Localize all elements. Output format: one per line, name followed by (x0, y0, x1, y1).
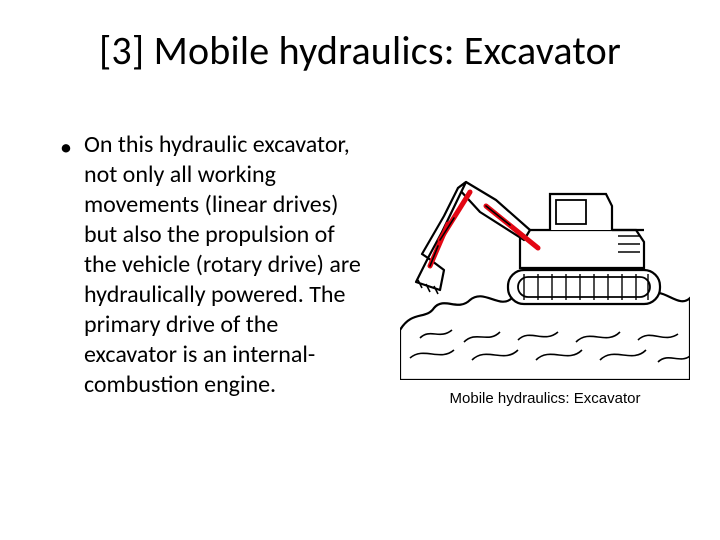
excavator-figure: Mobile hydraulics: Excavator (400, 170, 690, 407)
excavator-illustration (400, 170, 690, 380)
bullet-marker: • (60, 132, 72, 164)
bullet-text: On this hydraulic excavator, not only al… (84, 130, 370, 400)
slide-title: [3] Mobile hydraulics: Excavator (0, 26, 720, 75)
hydraulic-cylinder-rods (430, 206, 510, 266)
excavator-tracks (508, 270, 660, 304)
excavator-body (520, 194, 644, 268)
bullet-item: • On this hydraulic excavator, not only … (60, 130, 370, 400)
body-text-area: • On this hydraulic excavator, not only … (60, 130, 370, 400)
slide: [3] Mobile hydraulics: Excavator • On th… (0, 0, 720, 540)
figure-caption: Mobile hydraulics: Excavator (400, 390, 690, 407)
